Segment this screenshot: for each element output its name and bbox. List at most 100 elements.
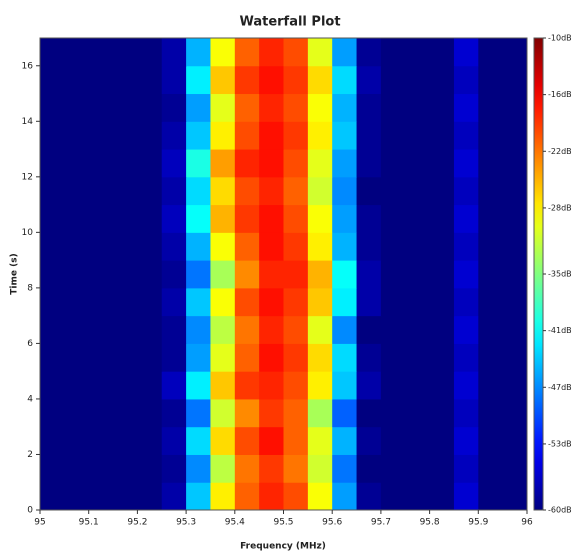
- y-axis-label: Time (s): [10, 253, 20, 294]
- heatmap-cell: [502, 287, 528, 317]
- heatmap-cell: [88, 482, 114, 511]
- heatmap-cell: [356, 260, 382, 289]
- y-tick-label: 4: [27, 394, 33, 404]
- heatmap-cell: [40, 315, 65, 344]
- heatmap-cell: [259, 371, 284, 400]
- heatmap-cell: [453, 232, 479, 261]
- heatmap-cell: [234, 260, 260, 289]
- heatmap-cell: [40, 93, 65, 122]
- x-tick-label: 95.3: [176, 518, 196, 528]
- heatmap-cell: [64, 454, 90, 483]
- y-tick-label: 0: [27, 506, 33, 516]
- heatmap-cell: [137, 398, 163, 428]
- heatmap-cell: [453, 38, 479, 67]
- heatmap-cell: [161, 260, 187, 289]
- heatmap-cell: [113, 454, 138, 483]
- heatmap-cell: [161, 398, 187, 428]
- heatmap-cell: [380, 176, 406, 206]
- heatmap-cell: [113, 315, 138, 344]
- heatmap-cell: [113, 149, 138, 178]
- heatmap-cell: [307, 315, 333, 344]
- heatmap-cell: [40, 426, 65, 455]
- heatmap-cell: [210, 93, 236, 122]
- heatmap-cell: [478, 426, 504, 455]
- heatmap-cell: [113, 371, 138, 400]
- y-tick-label: 6: [27, 339, 33, 349]
- heatmap-cell: [64, 371, 90, 400]
- heatmap-cell: [478, 93, 504, 122]
- heatmap-cell: [307, 38, 333, 67]
- heatmap-cell: [356, 232, 382, 261]
- heatmap-cell: [186, 454, 211, 483]
- heatmap-cell: [307, 65, 333, 95]
- heatmap-cell: [283, 454, 309, 483]
- chart-title: Waterfall Plot: [239, 15, 340, 30]
- heatmap-cell: [64, 343, 90, 372]
- heatmap-cell: [234, 232, 260, 261]
- heatmap-cell: [283, 426, 309, 455]
- x-tick-label: 95: [34, 518, 45, 528]
- heatmap-cell: [161, 65, 187, 95]
- heatmap-cell: [405, 65, 431, 95]
- heatmap-cell: [478, 315, 504, 344]
- heatmap-cell: [429, 38, 455, 67]
- heatmap-cell: [405, 93, 431, 122]
- heatmap-cell: [186, 260, 211, 289]
- heatmap-cell: [283, 287, 309, 317]
- heatmap-cell: [478, 232, 504, 261]
- heatmap-cell: [307, 260, 333, 289]
- heatmap-cell: [259, 176, 284, 206]
- heatmap-cell: [429, 482, 455, 511]
- x-tick-label: 95.6: [322, 518, 342, 528]
- colorbar-tick-label: -47dB: [548, 383, 572, 392]
- heatmap-cell: [478, 371, 504, 400]
- heatmap-cell: [186, 121, 211, 150]
- heatmap-cell: [380, 315, 406, 344]
- heatmap-cell: [380, 232, 406, 261]
- heatmap-cell: [186, 176, 211, 206]
- heatmap-cell: [283, 176, 309, 206]
- heatmap-cell: [332, 371, 358, 400]
- heatmap-cell: [356, 343, 382, 372]
- heatmap-cell: [356, 93, 382, 122]
- heatmap-cell: [356, 65, 382, 95]
- heatmap-cell: [88, 287, 114, 317]
- heatmap-cell: [356, 454, 382, 483]
- heatmap-cell: [88, 149, 114, 178]
- heatmap-cell: [453, 426, 479, 455]
- heatmap-cell: [356, 398, 382, 428]
- heatmap-cell: [453, 176, 479, 206]
- heatmap-cell: [88, 315, 114, 344]
- heatmap-cell: [161, 149, 187, 178]
- heatmap-cell: [478, 260, 504, 289]
- heatmap-cell: [88, 260, 114, 289]
- x-tick-label: 95.1: [79, 518, 99, 528]
- heatmap-cell: [64, 398, 90, 428]
- heatmap-cell: [64, 315, 90, 344]
- heatmap-cell: [429, 204, 455, 233]
- heatmap-cell: [429, 232, 455, 261]
- heatmap-cell: [307, 232, 333, 261]
- heatmap-cell: [210, 371, 236, 400]
- heatmap-cell: [210, 38, 236, 67]
- heatmap-cell: [478, 482, 504, 511]
- heatmap-cell: [453, 371, 479, 400]
- heatmap-cell: [356, 204, 382, 233]
- heatmap-cell: [453, 343, 479, 372]
- y-tick-label: 10: [22, 228, 34, 238]
- heatmap-cell: [478, 176, 504, 206]
- heatmap-cell: [405, 315, 431, 344]
- heatmap-cell: [40, 65, 65, 95]
- heatmap-cell: [40, 38, 65, 67]
- heatmap-cell: [210, 232, 236, 261]
- heatmap-cell: [161, 371, 187, 400]
- heatmap-cell: [502, 149, 528, 178]
- heatmap-cell: [161, 93, 187, 122]
- heatmap-cell: [186, 371, 211, 400]
- heatmap-cell: [356, 482, 382, 511]
- heatmap-cell: [259, 232, 284, 261]
- heatmap-cell: [40, 204, 65, 233]
- heatmap-cell: [429, 398, 455, 428]
- heatmap-cell: [259, 315, 284, 344]
- x-axis-label: Frequency (MHz): [240, 542, 326, 552]
